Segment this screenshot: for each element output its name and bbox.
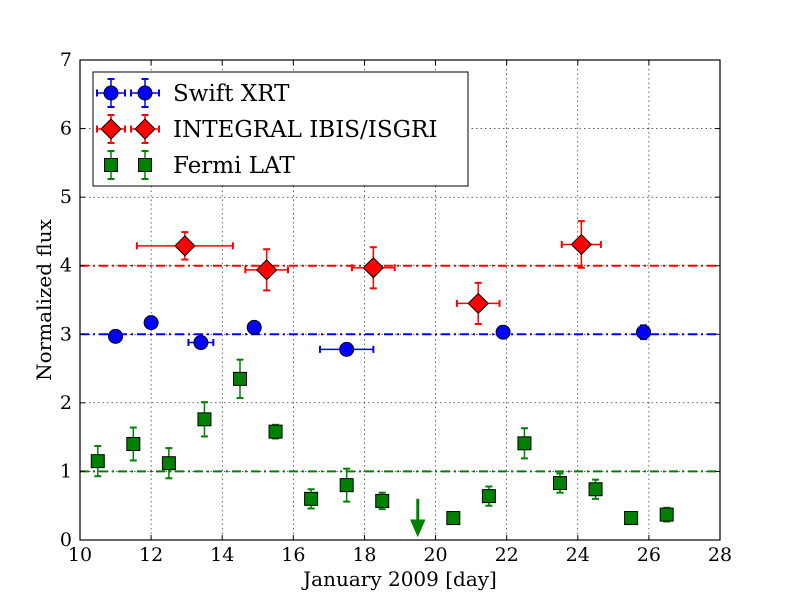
reference-lines [80, 266, 720, 472]
data-point [162, 457, 175, 470]
data-point [247, 320, 261, 334]
data-point [376, 494, 389, 507]
legend-label: Swift XRT [173, 81, 290, 107]
y-tick-label: 1 [60, 460, 72, 482]
series-circle [109, 316, 651, 357]
data-point [198, 413, 211, 426]
data-point [637, 325, 651, 339]
x-tick-label: 18 [352, 544, 376, 566]
y-tick-label: 2 [60, 392, 72, 414]
data-point [340, 342, 354, 356]
x-tick-label: 20 [423, 544, 447, 566]
series-square [91, 360, 673, 536]
x-tick-label: 12 [139, 544, 163, 566]
series-diamond [137, 221, 601, 324]
x-tick-label: 16 [281, 544, 305, 566]
data-point [269, 425, 282, 438]
data-point [109, 329, 123, 343]
data-point [138, 86, 152, 100]
data-point [660, 508, 673, 521]
x-tick-label: 14 [210, 544, 234, 566]
data-point [257, 260, 277, 280]
data-point [518, 437, 531, 450]
data-point [91, 455, 104, 468]
data-point [194, 336, 208, 350]
y-tick-label: 7 [60, 49, 72, 71]
y-tick-label: 6 [60, 118, 72, 140]
x-tick-label: 22 [495, 544, 519, 566]
x-tick-label: 24 [566, 544, 590, 566]
data-point [589, 483, 602, 496]
y-tick-label: 0 [60, 529, 72, 551]
data-point [234, 372, 247, 385]
legend-label: Fermi LAT [173, 153, 295, 179]
data-point [363, 258, 383, 278]
data-point [139, 159, 152, 172]
data-points [91, 221, 673, 536]
y-tick-label: 4 [60, 255, 72, 277]
data-point [305, 492, 318, 505]
data-point [468, 293, 488, 313]
y-axis-title: Normalized flux [32, 218, 56, 381]
legend-label: INTEGRAL IBIS/ISGRI [173, 117, 437, 143]
data-point [105, 159, 118, 172]
upper-limit-arrowhead [411, 520, 425, 536]
data-point [482, 490, 495, 503]
y-tick-label: 3 [60, 323, 72, 345]
data-point [625, 512, 638, 525]
data-point [340, 479, 353, 492]
legend: Swift XRT INTEGRAL IBIS/ISGRI Fermi LAT [93, 72, 468, 186]
data-point [571, 234, 591, 254]
data-point [175, 236, 195, 256]
y-tick-label: 5 [60, 186, 72, 208]
x-tick-label: 28 [708, 544, 732, 566]
data-point [554, 477, 567, 490]
data-point [104, 86, 118, 100]
data-point [447, 512, 460, 525]
data-point [496, 325, 510, 339]
data-point [144, 316, 158, 330]
x-tick-label: 26 [637, 544, 661, 566]
data-point [127, 438, 140, 451]
x-axis-title: January 2009 [day] [301, 567, 497, 591]
